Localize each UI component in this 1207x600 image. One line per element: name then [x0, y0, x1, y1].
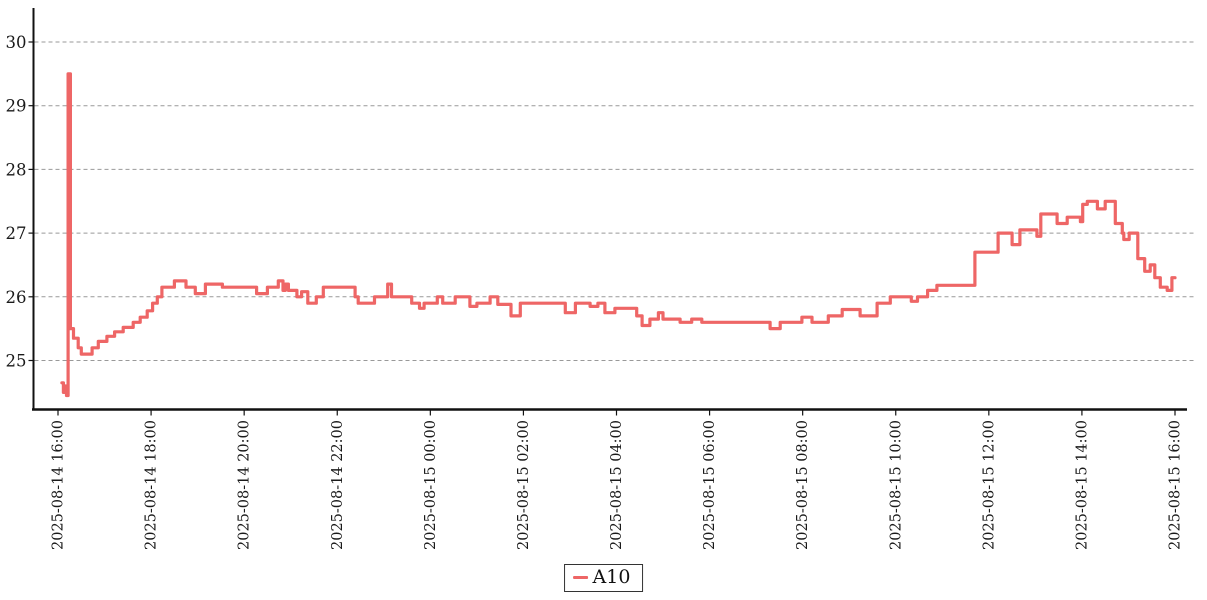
x-tick-label: 2025-08-15 04:00	[609, 420, 625, 550]
y-tick-label: 29	[6, 97, 27, 116]
legend-label: A10	[592, 566, 631, 588]
x-tick-label: 2025-08-15 14:00	[1074, 420, 1090, 550]
x-tick-label: 2025-08-15 06:00	[702, 420, 718, 550]
legend-swatch	[572, 575, 588, 580]
y-tick-label: 30	[6, 33, 27, 52]
legend[interactable]: A10	[563, 564, 644, 592]
y-tick-label: 26	[6, 288, 27, 307]
x-tick-label: 2025-08-15 08:00	[795, 420, 811, 550]
x-tick-label: 2025-08-15 16:00	[1168, 420, 1184, 550]
x-tick-label: 2025-08-15 12:00	[981, 420, 997, 550]
x-tick-label: 2025-08-15 10:00	[888, 420, 904, 550]
x-tick-label: 2025-08-14 20:00	[237, 420, 253, 550]
y-tick-label: 28	[6, 160, 27, 179]
series-line-a10[interactable]	[60, 72, 1177, 398]
y-tick-label: 25	[6, 352, 27, 371]
x-tick-label: 2025-08-14 16:00	[51, 420, 67, 550]
x-tick-label: 2025-08-15 02:00	[516, 420, 532, 550]
x-tick-label: 2025-08-15 00:00	[423, 420, 439, 550]
x-tick-label: 2025-08-14 18:00	[144, 420, 160, 550]
x-tick-label: 2025-08-14 22:00	[330, 420, 346, 550]
y-tick-label: 27	[6, 224, 27, 243]
